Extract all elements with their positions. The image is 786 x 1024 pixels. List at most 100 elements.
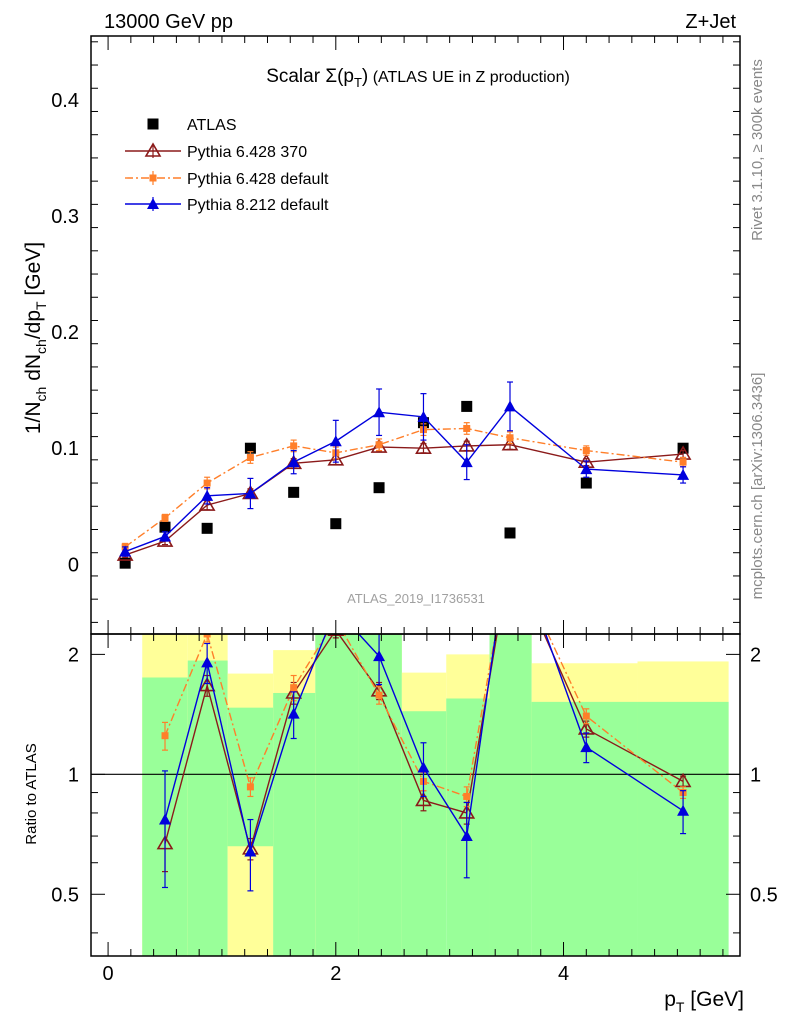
main-ytick-label: 0.2 [51, 322, 79, 344]
main-point-0-8 [461, 400, 473, 412]
main-point-0-2 [201, 522, 213, 534]
main-point-0-4 [288, 486, 300, 498]
process-label: Z+Jet [685, 11, 736, 33]
legend-label-0: ATLAS [187, 117, 237, 134]
ratio-point-1-3 [290, 684, 298, 692]
ratio-ytick-label: 0.5 [51, 884, 79, 906]
ratio-point-0-1 [198, 676, 216, 692]
ratio-ytick-label: 2 [68, 644, 79, 666]
main-point-3-1 [159, 530, 172, 542]
ratio-frame [90, 633, 741, 957]
ratio-uncertainty-bands [142, 634, 729, 956]
main-ytick-label: 0.3 [51, 206, 79, 228]
main-ytick-label: 0 [68, 554, 79, 576]
main-point-0-5 [330, 518, 342, 530]
ratio-point-1-8 [507, 549, 514, 556]
ylabel-part-b: dN [22, 354, 45, 387]
ratio-point-2-2 [244, 845, 257, 857]
ratio-ytick-label: 1 [68, 764, 79, 786]
ratio-point-2-7 [460, 830, 473, 842]
xtick-label: 0 [103, 963, 114, 985]
ratio-ytick-label-right: 2 [750, 644, 761, 666]
ratio-point-2-5 [373, 650, 386, 662]
main-point-3-2 [201, 489, 214, 501]
main-line-1 [124, 444, 684, 556]
legend-marker-0 [147, 118, 159, 130]
main-point-0-9 [504, 527, 516, 539]
ratio-point-2-1 [201, 656, 214, 668]
legend-item-2: Pythia 6.428 default [125, 171, 329, 188]
main-ytick-label: 0.1 [51, 438, 79, 460]
main-point-3-3 [244, 487, 257, 499]
main-point-3-11 [677, 468, 690, 480]
title-subscript: T [354, 75, 362, 90]
green-band-bin-8 [489, 634, 532, 956]
main-point-3-8 [460, 456, 473, 468]
main-point-2-8 [463, 424, 471, 432]
green-band-bin-1 [187, 660, 228, 956]
legend: ATLAS Pythia 6.428 370 Pythia 6.428 defaul… [125, 117, 329, 214]
legend-marker-2 [149, 174, 157, 182]
ratio-point-1-9 [582, 712, 590, 720]
ylabel-part-a: 1/N [22, 401, 45, 434]
main-point-1-7 [415, 439, 432, 455]
xlabel-part-b: [GeV] [684, 988, 744, 1011]
ratio-point-1-0 [161, 732, 169, 740]
energy-label: 13000 GeV pp [104, 11, 233, 33]
legend-label-1: Pythia 6.428 370 [187, 144, 307, 161]
ratio-point-2-10 [677, 804, 690, 816]
ylabel-sub-c: T [33, 301, 49, 310]
title-rest: (ATLAS UE in Z production) [368, 69, 570, 86]
main-ytick-label: 0.4 [51, 90, 79, 112]
legend-label-3: Pythia 8.212 default [187, 197, 329, 214]
main-point-2-3 [246, 454, 254, 462]
ylabel-part-c: /dp [22, 310, 45, 339]
main-point-2-9 [506, 434, 514, 442]
rivet-label: Rivet 3.1.10, ≥ 300k events [749, 59, 766, 241]
xlabel-part-a: p [664, 988, 676, 1011]
main-point-2-2 [203, 479, 211, 487]
main-point-2-4 [290, 442, 298, 450]
axes: 0 0.1 0.2 0.3 0.4 0.5 0.5 1 1 2 2 0 2 4 [51, 35, 778, 985]
ratio-plot-area [91, 549, 740, 892]
ratio-point-2-0 [159, 813, 172, 825]
main-point-0-1 [159, 521, 171, 533]
main-point-0-0 [119, 557, 131, 569]
main-point-3-6 [373, 406, 386, 418]
legend-item-0: ATLAS [147, 117, 237, 134]
legend-label-2: Pythia 6.428 default [187, 171, 329, 188]
ylabel-sub-b: ch [33, 339, 49, 354]
ratio-ytick-label-right: 1 [750, 764, 761, 786]
ratio-y-axis-label: Ratio to ATLAS [23, 743, 40, 844]
analysis-watermark: ATLAS_2019_I1736531 [347, 591, 485, 606]
main-point-3-7 [417, 410, 430, 422]
main-point-2-10 [582, 447, 590, 455]
ratio-point-0-8 [503, 551, 517, 563]
legend-marker-3 [147, 198, 159, 209]
ratio-point-1-5 [375, 691, 383, 699]
main-point-1-2 [198, 496, 216, 511]
main-series-3 [119, 381, 690, 557]
legend-item-3: Pythia 8.212 default [125, 197, 329, 214]
title-suffix: ) [362, 66, 368, 87]
ratio-point-2-4 [330, 603, 342, 614]
main-point-0-3 [244, 442, 256, 454]
ratio-point-2-9 [580, 741, 593, 753]
ratio-point-1-1 [203, 634, 211, 638]
ratio-series-2 [159, 603, 690, 892]
main-line-3 [124, 405, 684, 553]
main-point-3-0 [119, 545, 132, 557]
title-prefix: Scalar [266, 66, 325, 87]
xtick-label: 4 [558, 963, 569, 985]
main-point-3-10 [580, 463, 593, 475]
main-y-axis-label: 1/Nch dNch/dpT [GeV] [22, 242, 49, 434]
ratio-ytick-label-right: 0.5 [750, 884, 778, 906]
main-point-2-1 [161, 514, 169, 522]
legend-marker-1 [144, 142, 162, 157]
xlabel-sub: T [676, 999, 685, 1015]
green-band-bin-9 [531, 701, 638, 956]
ratio-point-1-7 [463, 792, 471, 800]
main-point-0-10 [580, 477, 592, 489]
main-point-3-4 [287, 456, 300, 468]
